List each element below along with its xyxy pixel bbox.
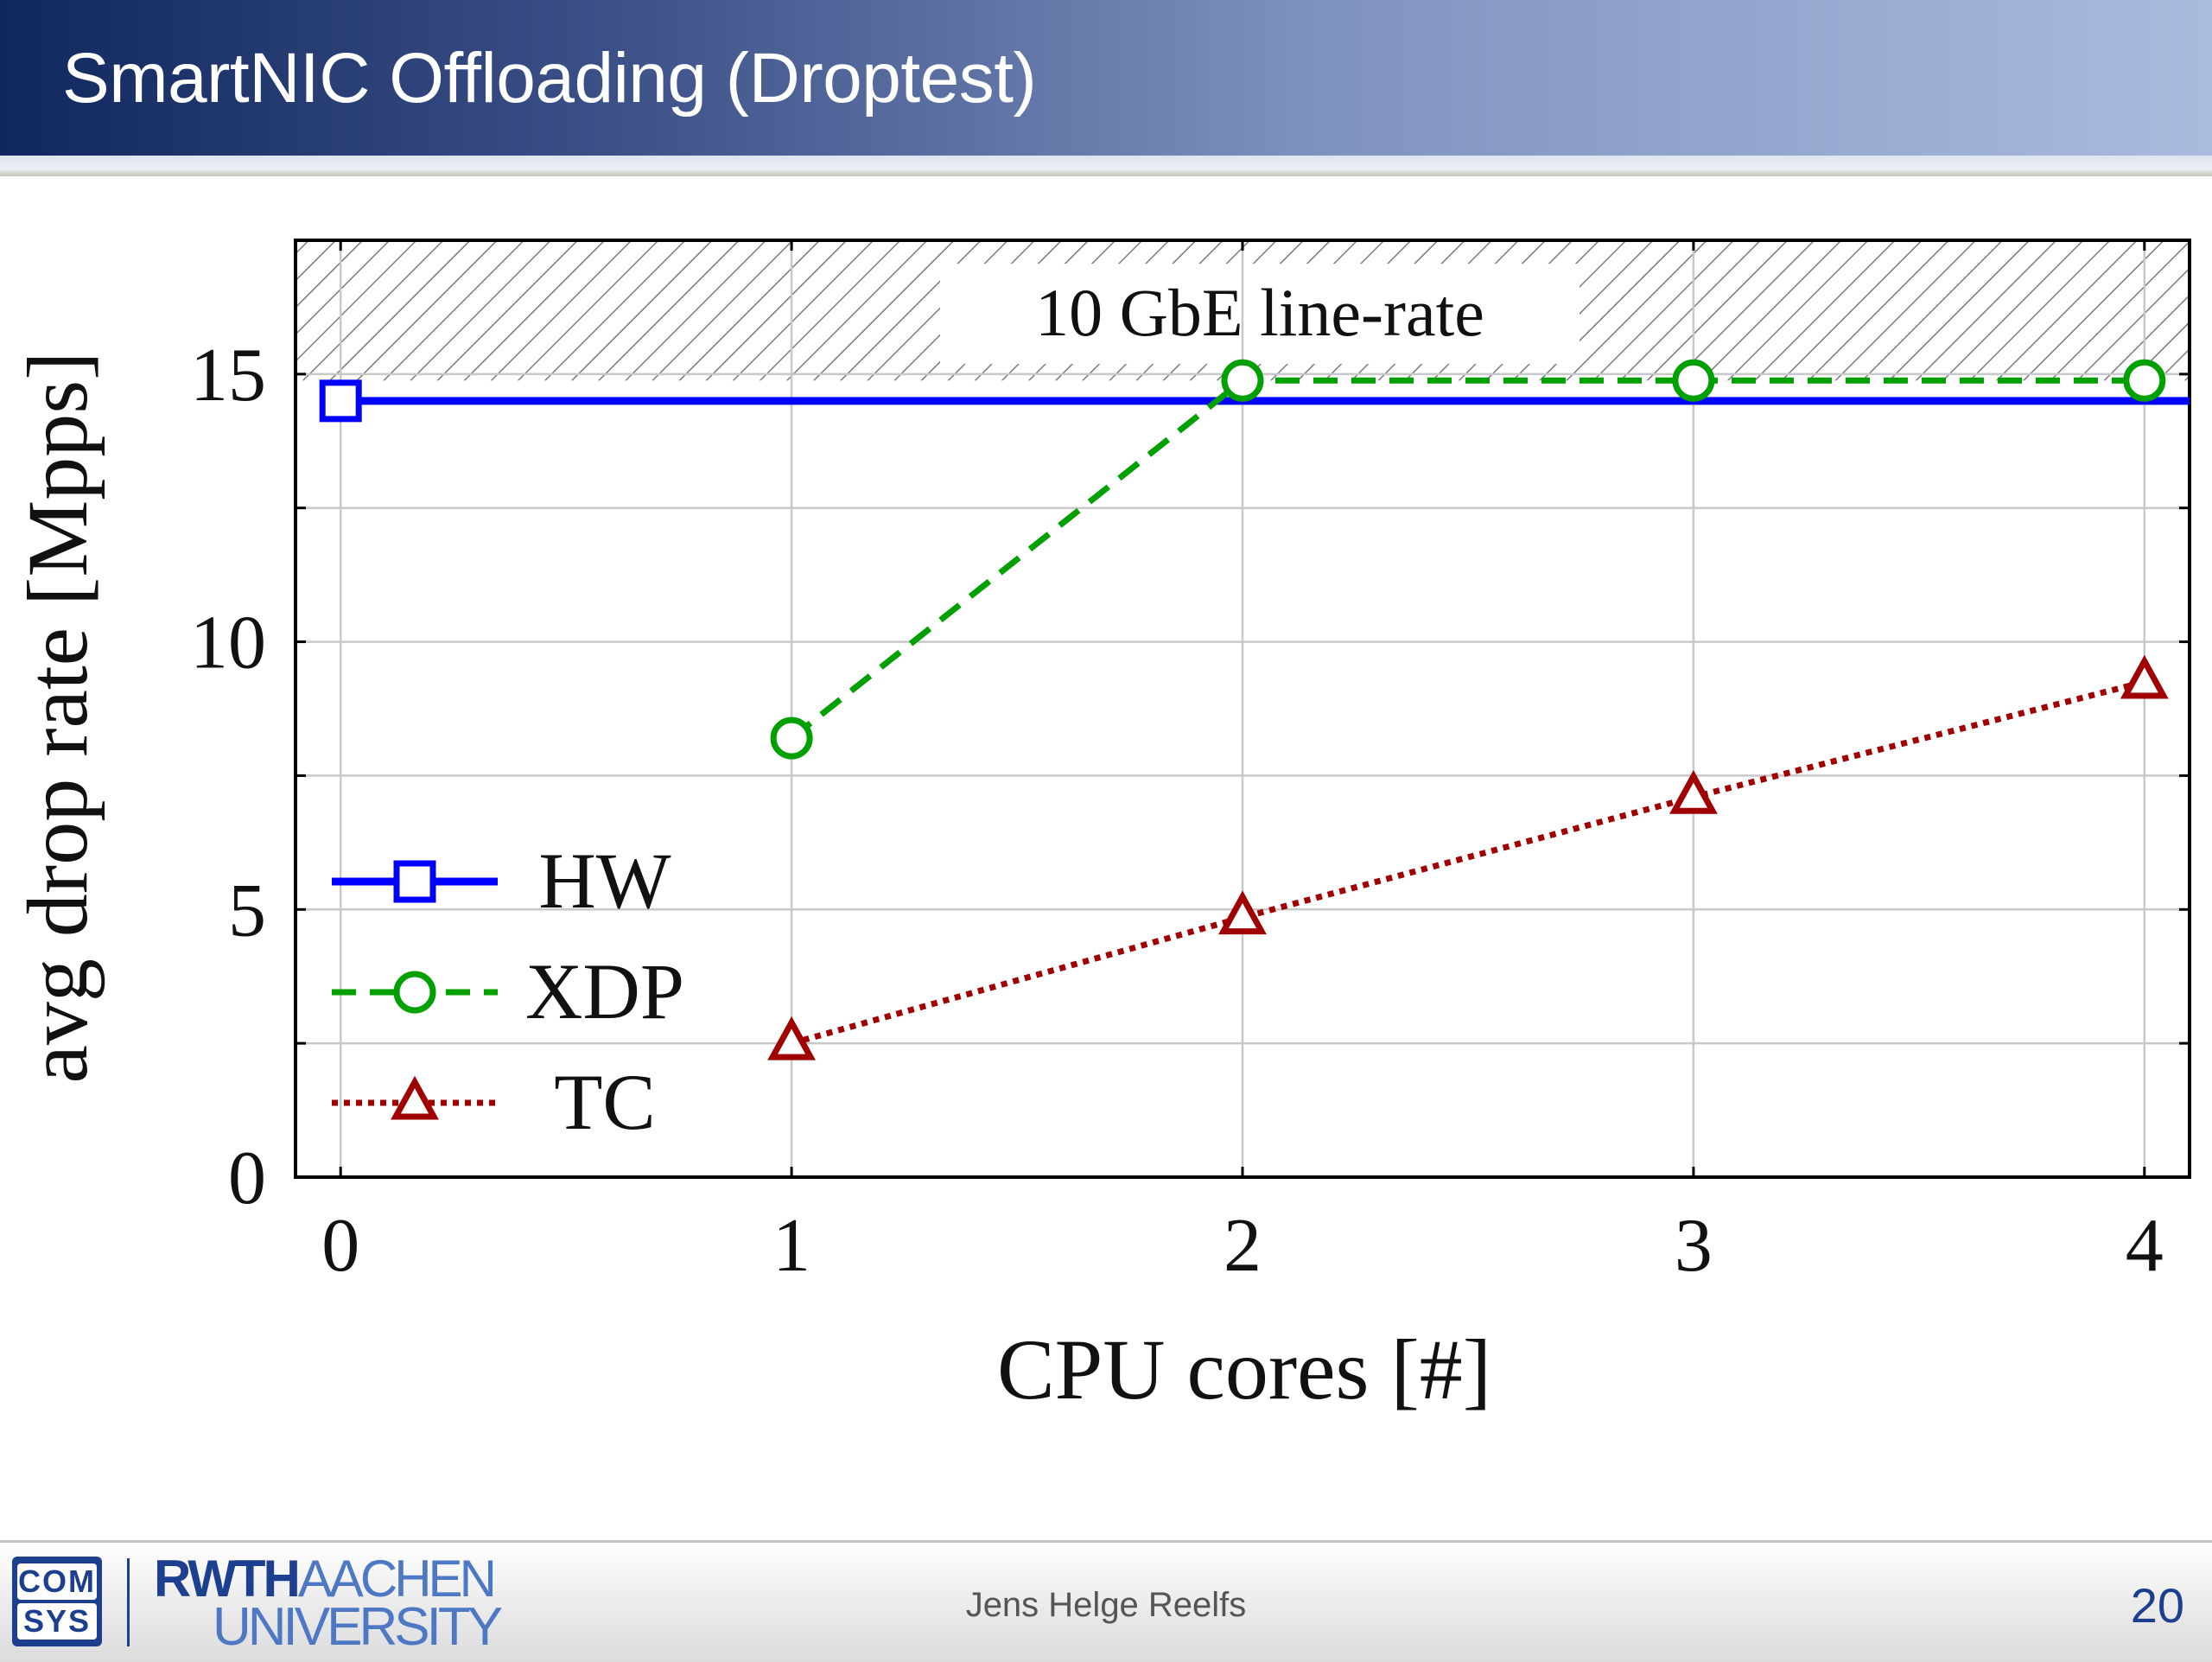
footer-author: Jens Helge Reelfs <box>965 1586 1247 1624</box>
rwth-logo-rwth: RWTH <box>154 1550 301 1608</box>
data-point-xdp <box>1221 359 1264 402</box>
x-tick-label: 3 <box>1675 1204 1713 1288</box>
drop-rate-chart: 10 GbE line-rate 0 1 2 3 4 0 5 10 15 CPU cores [#… <box>10 239 2191 1417</box>
line-rate-label-box <box>940 264 1580 365</box>
legend-label-hw: HW <box>538 837 671 925</box>
footer: COM SYS RWTHAACHEN UNIVERSITY Jens Helge… <box>0 1540 2212 1662</box>
y-tick-label: 15 <box>190 334 266 417</box>
series-line-xdp <box>789 377 2145 741</box>
data-point-tc <box>1218 890 1267 935</box>
plot-frame-layer <box>294 239 2191 1179</box>
rwth-logo: RWTHAACHEN <box>154 1550 497 1608</box>
title-bar: SmartNIC Offloading (Droptest) <box>0 0 2212 156</box>
comsys-logo-top: COM <box>17 1563 97 1600</box>
x-tick-label: 0 <box>321 1204 359 1288</box>
y-tick-label: 5 <box>228 869 266 952</box>
x-tick-label: 1 <box>772 1204 810 1288</box>
page-number: 20 <box>2130 1578 2184 1633</box>
legend-marker-hw <box>393 860 436 903</box>
data-point-tc <box>2120 654 2169 699</box>
y-tick-label: 10 <box>190 602 266 685</box>
data-point-tc <box>767 1016 817 1060</box>
legend-marker-tc <box>391 1075 439 1120</box>
rwth-logo-aachen: AACHEN <box>297 1550 497 1608</box>
comsys-logo: COM SYS <box>12 1557 102 1646</box>
series-layer <box>340 377 2190 1047</box>
footer-divider <box>127 1558 130 1646</box>
data-point-hw <box>319 379 362 423</box>
x-axis-label: CPU cores [#] <box>997 1321 1491 1417</box>
legend-label-tc: TC <box>554 1058 656 1146</box>
x-tick-label: 4 <box>2126 1204 2164 1288</box>
x-tick-label: 2 <box>1224 1204 1262 1288</box>
comsys-logo-bottom: SYS <box>17 1603 97 1640</box>
data-point-tc <box>1669 769 1718 814</box>
marker-layer <box>319 359 2169 1060</box>
data-point-xdp <box>770 716 813 760</box>
series-line-tc <box>791 678 2145 1047</box>
slide-title: SmartNIC Offloading (Droptest) <box>62 39 1037 118</box>
data-point-xdp <box>2123 359 2166 402</box>
y-tick-label: 0 <box>228 1137 266 1220</box>
axis-text-layer: 0 1 2 3 4 0 5 10 15 CPU cores [#] avg drop rate [M… <box>10 334 2164 1417</box>
line-rate-label: 10 GbE line-rate <box>1035 275 1484 350</box>
title-rule <box>0 156 2212 176</box>
legend: HW XDP TC <box>332 837 684 1146</box>
rwth-logo-university: UNIVERSITY <box>213 1597 503 1657</box>
legend-label-xdp: XDP <box>525 947 684 1035</box>
data-point-xdp <box>1672 359 1715 402</box>
legend-marker-xdp <box>393 971 436 1014</box>
y-axis-label: avg drop rate [Mpps] <box>10 352 105 1084</box>
